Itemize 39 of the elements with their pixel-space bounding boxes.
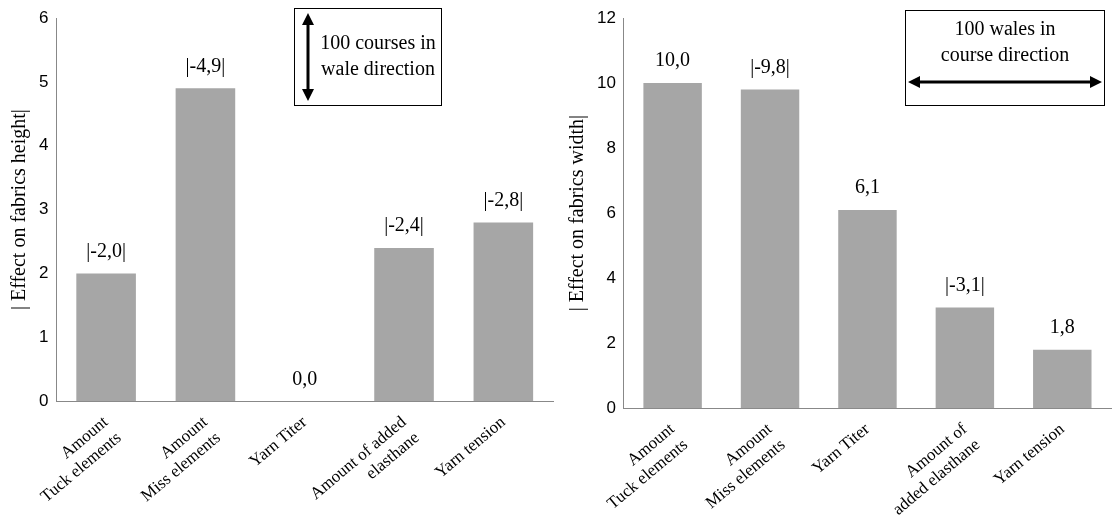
annotation: |-2,0| [86,238,126,262]
annotation: 1,8 [1049,314,1075,337]
bar [740,89,800,409]
y-tick-label: 10 [596,72,616,92]
bar [643,83,702,409]
y-tick-label: 3 [38,199,49,219]
x-tick-label: Yarn Titer [245,411,311,471]
y-tick-label: 6 [38,7,49,27]
bar [935,307,995,409]
x-tick-label: Yarn Titer [808,418,874,478]
y-tick-label: 5 [38,71,49,91]
y-tick-label: 2 [606,332,616,352]
annotation: |-2,4| [384,213,424,237]
annotation: 6,1 [854,175,880,198]
y-tick-label: 4 [606,267,616,287]
y-axis-title: | Effect on fabrics width| [565,114,589,312]
annotation: 100 wales in course direction [939,16,1071,67]
annotation: |-2,8| [483,187,524,211]
bar [1033,349,1092,409]
annotation: |-3,1| [945,272,985,296]
y-tick-label: 1 [38,327,49,347]
bar [76,273,136,402]
annotation: 10,0 [655,48,691,71]
y-tick-label: 2 [38,263,49,283]
annotation: |-9,8| [750,54,790,78]
y-tick-label: 8 [606,137,616,157]
annotation: 0,0 [292,366,318,389]
bar [838,209,897,409]
y-tick-label: 4 [38,135,49,155]
bar [374,247,434,402]
annotation: |-4,9| [185,53,226,77]
y-tick-label: 0 [606,397,616,417]
annotation: 100 courses in wale direction [319,30,437,81]
y-tick-label: 6 [606,202,616,222]
bar [175,88,236,402]
bar [473,222,534,402]
y-tick-label: 12 [596,7,616,27]
y-axis-title: | Effect on fabrics height| [7,109,31,311]
y-tick-label: 0 [38,390,49,410]
